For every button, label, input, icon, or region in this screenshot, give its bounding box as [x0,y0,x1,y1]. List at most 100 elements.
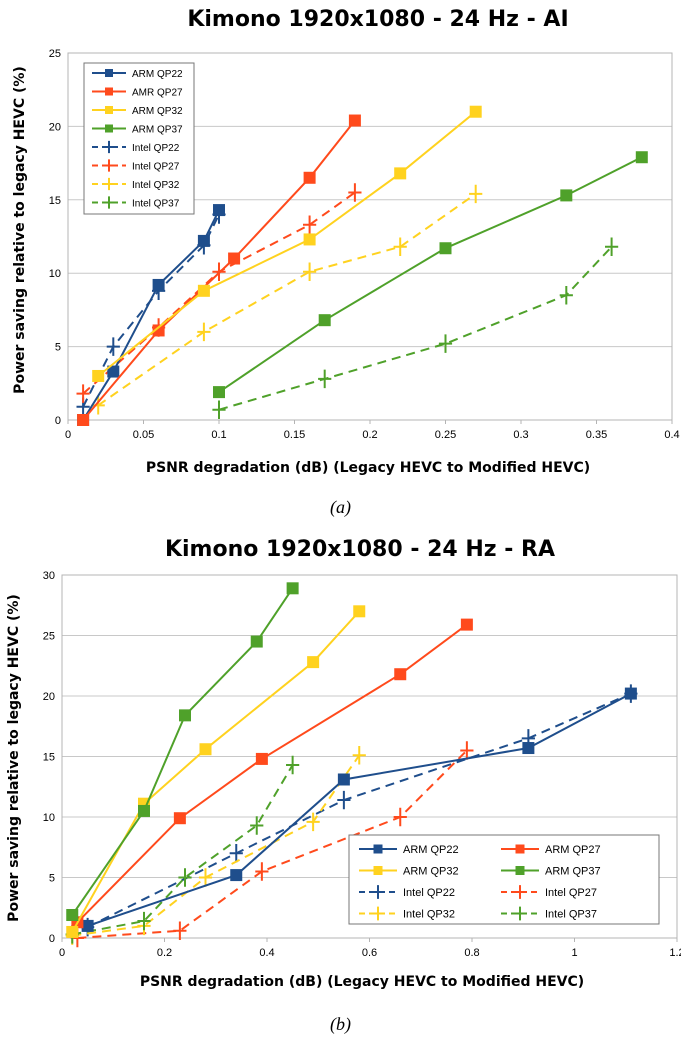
chart-b-series-intel-qp27-point [393,807,407,827]
chart-b-legend-label: ARM QP27 [545,844,601,856]
chart-a-legend-label: Intel QP32 [132,180,180,191]
chart-a-legend-label: ARM QP32 [132,106,183,117]
chart-a-ytick-label: 20 [49,121,61,133]
chart-b-series-arm-qp37-point [286,582,299,595]
chart-b-series-arm-qp37-point [250,635,263,648]
chart-a-series-arm-qp32-point [197,284,210,297]
chart-b-series-arm-qp27-point [173,812,186,825]
chart-a-legend-item-intel-qp27: Intel QP27 [92,159,180,173]
chart-a-series-intel-qp37-point [212,400,226,419]
chart-b-title: Kimono 1920x1080 - 24 Hz - RA [165,537,555,562]
chart-b-series-intel-qp22-point [337,790,351,810]
chart-a-legend-box [83,62,195,215]
chart-b-legend-label: Intel QP27 [545,887,597,899]
chart-b-series-arm-qp32-point [199,743,212,756]
chart-a-xtick-label: 0.25 [435,429,456,441]
chart-a-legend-marker [104,159,114,172]
chart-b-legend-marker [515,866,525,875]
chart-b-legend-marker [373,906,383,921]
chart-a-xtick-label: 0.05 [133,429,154,441]
chart-a-legend-label: Intel QP22 [132,143,180,154]
chart-b-legend-item-intel-qp22: Intel QP22 [359,885,455,899]
chart-b-ytick-label: 30 [43,570,55,582]
chart-a-legend-item-intel-qp32: Intel QP32 [92,177,180,191]
chart-a-series-intel-qp37-point [438,334,453,353]
chart-b-xlabel: PSNR degradation (dB) (Legacy HEVC to Mo… [140,974,584,990]
chart-a-series-intel-qp37-point [559,285,573,305]
chart-b-series-intel-qp27-point [460,741,474,760]
chart-b-legend-item-intel-qp32: Intel QP32 [359,906,455,921]
chart-b-series-intel-qp37-point [178,868,192,887]
chart-a-xtick-label: 0.4 [664,429,679,441]
chart-b-svg: Kimono 1920x1080 - 24 Hz - RA Power savi… [6,537,681,990]
chart-b-series-intel-qp32-point [198,868,213,887]
chart-a-ylabel: Power saving relative to legacy HEVC (%) [12,66,28,394]
chart-b-ylabel: Power saving relative to legacy HEVC (%) [6,594,22,922]
chart-a-title: Kimono 1920x1080 - 24 Hz - AI [187,7,568,32]
chart-b-series-arm-qp37-point [66,909,79,922]
chart-b-series-arm-qp37 [66,582,299,922]
chart-b-xtick-label: 1 [571,947,577,959]
chart-a-ytick-label: 25 [49,48,61,60]
chart-b-xtick-label: 0.4 [259,947,274,959]
chart-b-series-arm-qp37-point [179,709,191,722]
chart-b-series-arm-qp22-point [337,773,350,786]
chart-a-series-intel-qp22-point [106,337,120,356]
chart-a-xtick-label: 0.1 [211,429,226,441]
chart-a-series-arm-qp37-point [439,242,452,255]
chart-a-legend-label: ARM QP37 [132,125,183,136]
chart-b-ytick-label: 0 [49,933,55,945]
figure-b: Kimono 1920x1080 - 24 Hz - RA Power savi… [0,520,681,1042]
chart-a-legend-marker [105,106,113,114]
chart-a-ytick-label: 10 [49,268,61,280]
chart-a-series-intel-qp32-point [91,396,105,415]
chart-a-series-intel-qp37-point [318,369,332,389]
chart-a-legend-item-arm-qp32: ARM QP32 [92,106,183,117]
chart-a-series-arm-qp32-point [92,369,105,382]
chart-b-series-intel-qp37-line [72,764,294,936]
chart-b-series-intel-qp27-point [173,921,187,940]
chart-b-series-arm-qp37-point [138,804,150,817]
chart-a-ytick-label: 5 [55,342,61,354]
chart-b-xtick-label: 0 [59,947,65,959]
chart-a-legend-item-intel-qp22: Intel QP22 [92,140,180,154]
chart-a-series-amr-qp27-point [303,171,316,184]
chart-b-legend-item-arm-qp37: ARM QP37 [501,866,601,878]
chart-a-series-intel-qp32-point [469,184,483,204]
chart-a-legend-marker [105,69,113,77]
chart-b-legend-label: Intel QP22 [403,887,455,899]
chart-a-series-intel-qp32-line [97,193,477,407]
chart-a-series-arm-qp32-point [469,105,482,118]
chart-b-series-arm-qp32-point [307,656,320,669]
chart-b-xtick-label: 0.8 [464,947,479,959]
chart-a-series-amr-qp27 [77,114,361,426]
chart-a-series-arm-qp32 [92,105,482,382]
chart-a-legend-marker [104,196,114,209]
chart-a-legend-label: Intel QP27 [132,162,180,173]
chart-b-series-intel-qp32-line [72,754,361,937]
chart-b-series-intel-qp22-point [229,844,243,863]
chart-a-series-intel-qp37 [212,237,619,419]
chart-b-legend-item-arm-qp32: ARM QP32 [359,866,459,878]
chart-a-series-arm-qp37 [213,151,648,399]
chart-b-legend-label: Intel QP32 [403,909,455,921]
chart-a-svg: Kimono 1920x1080 - 24 Hz - AI Power savi… [12,7,680,476]
chart-a-series-arm-qp37-line [218,156,643,393]
chart-b-series-intel-qp32 [65,746,366,945]
chart-b-series-arm-qp32-point [66,925,79,938]
chart-a-series-arm-qp37-point [635,151,648,164]
chart-a-series-intel-qp32 [91,184,483,415]
chart-b-ytick-label: 20 [43,691,55,703]
chart-a-series-arm-qp22-point [107,365,120,378]
chart-b-legend: ARM QP22 ARM QP27 ARM QP32 ARM QP37 Intel QP… [348,834,660,925]
chart-b-series-arm-qp27-point [255,752,268,765]
chart-a-plot-area: 0 5 10 15 20 25 0 0.05 0.1 0.15 0.2 0.25 0.3 0.35 0.4 A… [49,48,680,441]
chart-a-series-arm-qp22-point [197,234,210,247]
chart-a-series-intel-qp32-point [303,262,317,281]
chart-b-series-intel-qp37-point [250,816,264,835]
chart-a-series-amr-qp27-point [228,252,241,265]
chart-b-series-intel-qp32-point [306,812,320,832]
chart-b-legend-label: Intel QP37 [545,909,597,921]
chart-a-legend-marker [105,124,113,133]
